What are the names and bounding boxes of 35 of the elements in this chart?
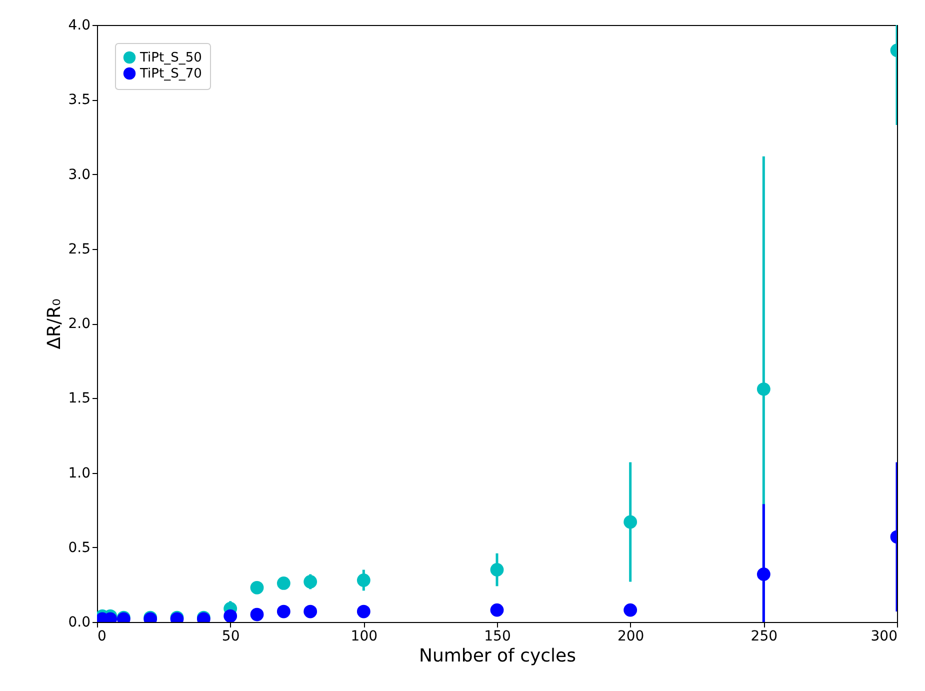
point — [624, 515, 638, 529]
point — [304, 604, 318, 618]
legend-label: TiPt_S_50 — [139, 50, 202, 66]
x-tick-label: 200 — [617, 628, 644, 644]
y-tick-label: 0.0 — [68, 614, 90, 630]
point — [250, 580, 264, 594]
point — [356, 604, 370, 618]
point — [276, 576, 290, 590]
y-tick-label: 2.0 — [68, 316, 90, 332]
point — [250, 608, 264, 622]
x-axis-title: Number of cycles — [419, 646, 576, 666]
y-tick-label: 0.5 — [68, 540, 90, 556]
y-tick-label: 3.5 — [68, 92, 90, 108]
point — [624, 603, 638, 617]
y-axis-title: ΔR/R₀ — [44, 298, 66, 350]
x-tick-label: 250 — [750, 628, 778, 644]
point — [490, 603, 504, 617]
point — [224, 609, 238, 622]
y-tick-label: 4.0 — [68, 18, 90, 34]
y-tick-label: 1.0 — [68, 465, 90, 482]
x-tick-label: 150 — [484, 628, 511, 644]
y-tick-label: 3.0 — [68, 166, 90, 183]
x-tick-label: 300 — [870, 628, 898, 644]
x-tick-label: 0 — [98, 628, 106, 644]
legend-label: TiPt_S_70 — [139, 66, 202, 82]
point — [304, 575, 318, 588]
y-tick-label: 1.5 — [68, 390, 90, 407]
point — [356, 574, 370, 587]
point — [756, 568, 770, 581]
y-tick-label: 2.5 — [68, 241, 90, 258]
x-tick-label: 50 — [222, 628, 240, 644]
point — [276, 604, 290, 618]
point — [756, 382, 770, 396]
point — [490, 563, 504, 576]
x-tick-label: 100 — [350, 628, 378, 644]
